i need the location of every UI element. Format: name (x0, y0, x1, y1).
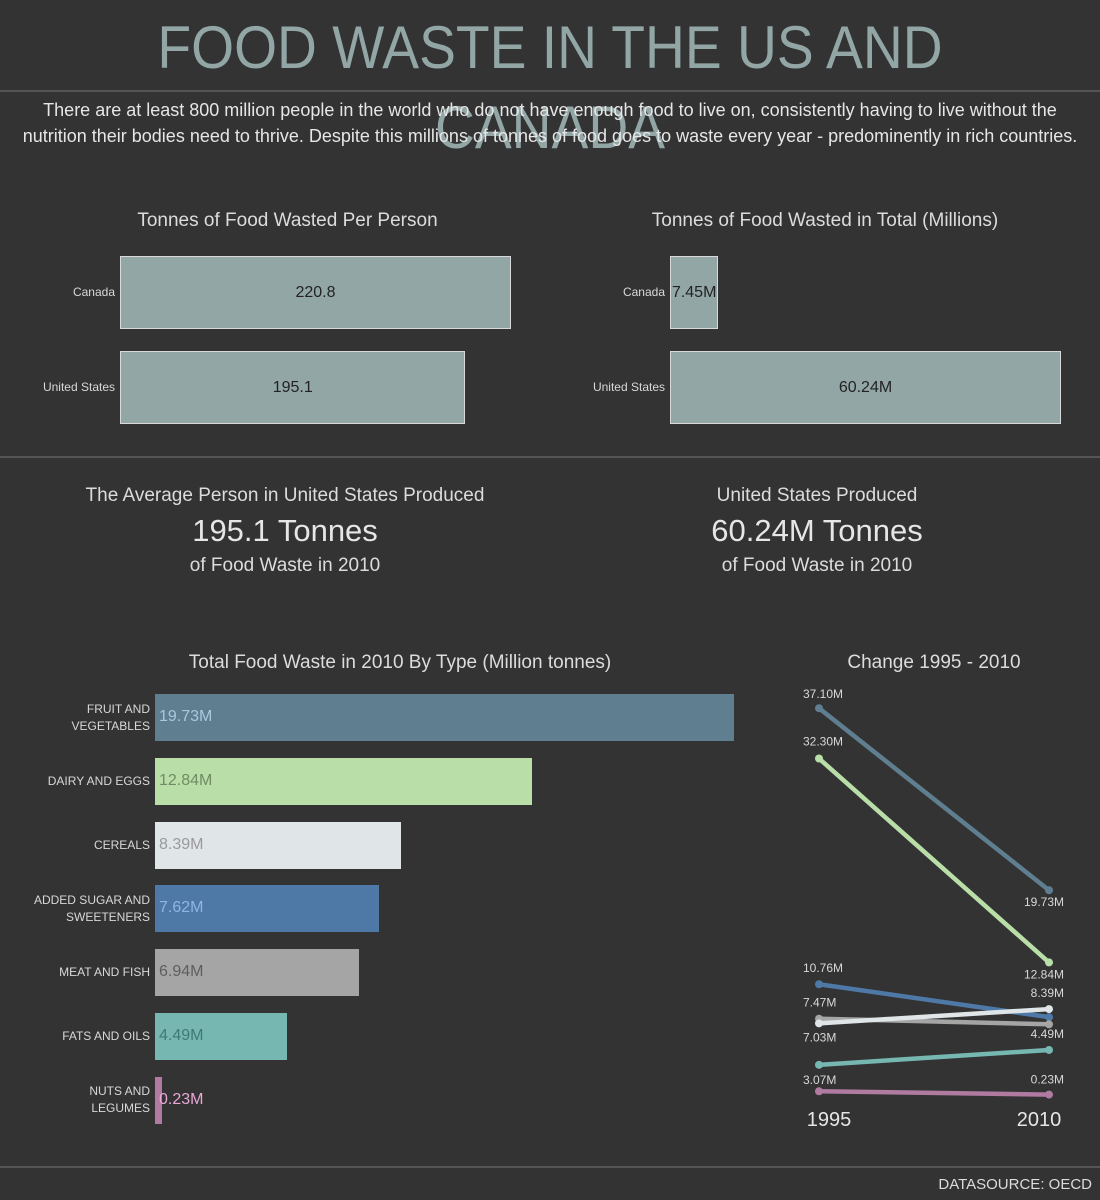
slope-line[interactable] (816, 981, 1052, 1020)
kpi-total-line1: United States Produced (716, 485, 918, 506)
slope-value-label: 10.76M (803, 961, 843, 975)
change-chart-title: Change 1995 - 2010 (847, 652, 1021, 673)
slope-value-label: 8.39M (1031, 986, 1064, 1000)
slope-point[interactable] (815, 1060, 823, 1069)
slope-point[interactable] (1045, 958, 1053, 967)
slope-point[interactable] (815, 1014, 823, 1023)
kpi-per-person: The Average Person in United States Prod… (35, 483, 535, 579)
type-category-label: FRUIT AND VEGETABLES (71, 701, 150, 733)
type-bar[interactable] (155, 694, 734, 741)
kpi-total-value: 60.24M Tonnes (711, 513, 923, 548)
per-person-category-label: Canada (72, 285, 115, 299)
type-value-label: 6.94M (159, 963, 204, 981)
divider (0, 456, 1100, 458)
type-bar[interactable] (155, 1013, 287, 1060)
slope-value-label: 19.73M (1024, 895, 1064, 909)
slope-line[interactable] (816, 1088, 1052, 1097)
per-person-chart-title: Tonnes of Food Wasted Per Person (137, 210, 438, 231)
slope-value-label: 0.23M (1031, 1073, 1064, 1087)
kpi-per-person-line3: of Food Waste in 2010 (189, 555, 381, 576)
by-type-chart-title: Total Food Waste in 2010 By Type (Millio… (188, 652, 612, 673)
type-value-label: 8.39M (159, 835, 204, 853)
slope-line[interactable] (816, 756, 1052, 965)
slope-point[interactable] (1045, 1045, 1053, 1054)
type-bar[interactable] (155, 1076, 162, 1124)
slope-point[interactable] (815, 704, 823, 713)
type-category-label: ADDED SUGAR AND SWEETENERS (33, 892, 150, 924)
slope-value-label: 12.84M (1024, 967, 1064, 981)
total-category-label: Canada (622, 285, 665, 299)
per-person-bar[interactable]: 195.1 (120, 351, 466, 424)
per-person-bar[interactable]: 220.8 (120, 256, 511, 329)
slope-point[interactable] (815, 1087, 823, 1096)
slope-x-tick-label: 1995 (807, 1109, 852, 1131)
slope-line[interactable] (816, 705, 1052, 893)
type-category-label: DAIRY AND EGGS (47, 773, 150, 788)
intro-text: There are at least 800 million people in… (22, 100, 1078, 146)
slope-point[interactable] (1045, 1020, 1053, 1029)
per-person-value-label: 220.8 (295, 283, 336, 301)
type-bar[interactable] (155, 949, 359, 997)
type-bar[interactable] (155, 757, 532, 805)
total-value-label: 7.45M (671, 283, 717, 301)
slope-value-label: 32.30M (803, 734, 843, 748)
datasource-label: DATASOURCE: OECD (938, 1176, 1092, 1193)
slope-line[interactable] (816, 1047, 1052, 1068)
type-category-label: FATS AND OILS (62, 1029, 150, 1043)
slope-line[interactable] (816, 1016, 1052, 1027)
slope-value-label: 37.10M (803, 687, 843, 701)
kpi-per-person-value: 195.1 Tonnes (192, 513, 378, 548)
slope-point[interactable] (1045, 1090, 1053, 1099)
total-category-label: United States (592, 380, 665, 394)
slope-x-tick-label: 2010 (1017, 1109, 1062, 1131)
slope-value-label: 7.03M (803, 1030, 836, 1044)
type-category-label: MEAT AND FISH (59, 965, 150, 980)
divider (0, 1166, 1100, 1168)
per-person-category-label: United States (42, 380, 115, 394)
total-value-label: 60.24M (838, 378, 893, 396)
dashboard-title: FOOD WASTE IN THE US AND CANADA (157, 14, 943, 161)
divider (0, 90, 1100, 92)
slope-point[interactable] (1045, 1013, 1053, 1022)
type-value-label: 7.62M (159, 899, 204, 917)
kpi-per-person-line1: The Average Person in United States Prod… (85, 485, 485, 506)
slope-value-label: 3.07M (803, 1073, 836, 1087)
type-bar[interactable] (155, 821, 402, 869)
slope-point[interactable] (815, 754, 823, 763)
type-value-label: 4.49M (159, 1027, 204, 1044)
slope-value-label: 7.47M (803, 996, 836, 1010)
total-bar[interactable]: 60.24M (670, 351, 1061, 424)
slope-point[interactable] (1045, 886, 1053, 895)
type-value-label: 0.23M (159, 1090, 204, 1108)
kpi-total: United States Produced 60.24M Tonnes of … (617, 483, 1017, 579)
type-value-label: 12.84M (159, 771, 213, 789)
slope-value-label: 4.49M (1031, 1027, 1064, 1041)
slope-point[interactable] (1045, 1005, 1053, 1014)
per-person-value-label: 195.1 (272, 378, 313, 396)
type-category-label: CEREALS (93, 837, 150, 852)
type-value-label: 19.73M (159, 708, 213, 725)
slope-point[interactable] (815, 1019, 823, 1028)
slope-point[interactable] (815, 980, 823, 989)
total-chart-title: Tonnes of Food Wasted in Total (Millions… (651, 210, 999, 231)
type-category-label: NUTS AND LEGUMES (89, 1084, 150, 1116)
total-bar[interactable]: 7.45M (670, 256, 719, 329)
slope-line[interactable] (816, 1006, 1052, 1026)
kpi-total-line3: of Food Waste in 2010 (721, 555, 913, 576)
type-bar[interactable] (155, 885, 379, 933)
